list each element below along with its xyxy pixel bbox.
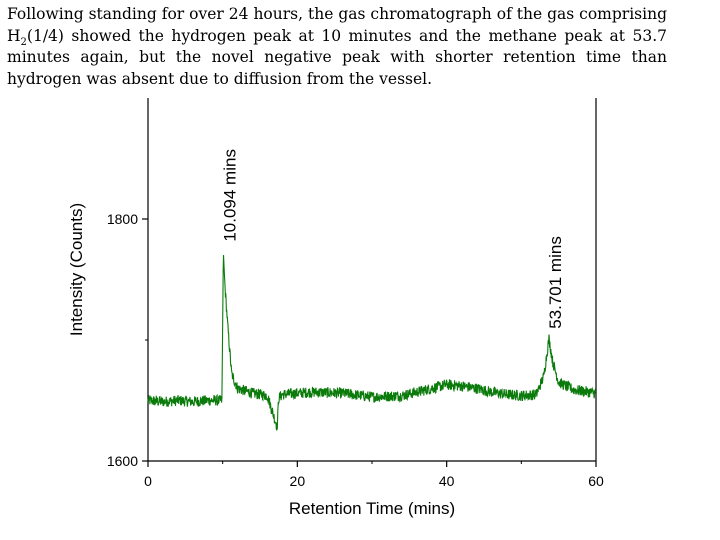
methane-peak-label: 53.701 mins bbox=[546, 236, 565, 329]
x-tick-label: 20 bbox=[290, 473, 306, 489]
caption-h-subscript: 2 bbox=[20, 36, 27, 48]
intensity-trace bbox=[147, 254, 597, 431]
chart-labels: Retention Time (mins) Intensity (Counts) 1… bbox=[67, 149, 565, 518]
y-axis-title: Intensity (Counts) bbox=[67, 203, 86, 336]
y-tick-label: 1800 bbox=[107, 211, 138, 227]
hydrogen-peak-label: 10.094 mins bbox=[220, 149, 239, 242]
chart-ticks: 0 20 40 60 1600 1800 bbox=[107, 211, 604, 489]
x-tick-label: 60 bbox=[588, 473, 604, 489]
x-tick-label: 0 bbox=[144, 473, 152, 489]
chart-series bbox=[147, 251, 597, 431]
caption-line1: Following standing for over 24 hours, th… bbox=[7, 5, 667, 23]
caption-rest: (1/4) showed the hydrogen peak at 10 min… bbox=[7, 26, 667, 88]
x-axis-title: Retention Time (mins) bbox=[289, 499, 455, 518]
caption-h-symbol: H bbox=[7, 26, 21, 45]
chart-axes bbox=[147, 98, 597, 462]
y-tick-label: 1600 bbox=[107, 453, 138, 469]
x-tick-label: 40 bbox=[439, 473, 455, 489]
caption-text: Following standing for over 24 hours, th… bbox=[7, 4, 667, 90]
